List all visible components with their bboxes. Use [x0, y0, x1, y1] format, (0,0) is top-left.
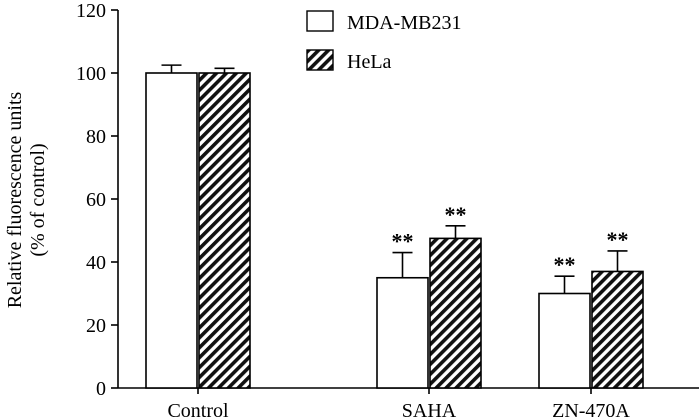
bar-mda-mb231-control: [145, 72, 198, 389]
x-tick-label: ZN-470A: [552, 400, 630, 420]
legend-label-mda-mb231: MDA-MB231: [347, 12, 461, 34]
y-tick-label: 0: [96, 378, 106, 400]
significance-marker: **: [607, 227, 629, 252]
x-tick-label: SAHA: [402, 400, 457, 420]
significance-marker: **: [554, 252, 576, 277]
x-tick-label: Control: [167, 400, 229, 420]
significance-marker: **: [392, 229, 414, 254]
bar-hela-zn-470a: [591, 270, 644, 389]
bar-mda-mb231-zn-470a: [538, 292, 591, 389]
legend: MDA-MB231 HeLa: [306, 10, 461, 73]
bars-group: ** ** ** **: [145, 64, 644, 389]
y-tick-label: 80: [86, 126, 106, 148]
y-tick-label: 20: [86, 315, 106, 337]
bar-hela-control: [198, 72, 251, 389]
y-tick-label: 60: [86, 189, 106, 211]
y-tick-label: 40: [86, 252, 106, 274]
y-axis-title-line-1: Relative fluorescence units: [4, 91, 26, 308]
legend-swatch-hela: [306, 49, 334, 71]
bar-mda-mb231-saha: [376, 276, 429, 389]
y-tick-label: 100: [76, 63, 106, 85]
y-axis-ticks: 0 20 40 60 80 100 120: [76, 0, 118, 400]
y-tick-label: 120: [76, 0, 106, 22]
x-axis-ticks: Control SAHA ZN-470A: [167, 388, 630, 420]
y-axis-title-line-2: (% of control): [27, 143, 49, 256]
bar-hela-saha: [429, 237, 482, 389]
legend-swatch-mda-mb231: [306, 10, 334, 32]
significance-marker: **: [445, 202, 467, 227]
legend-label-hela: HeLa: [347, 51, 392, 73]
